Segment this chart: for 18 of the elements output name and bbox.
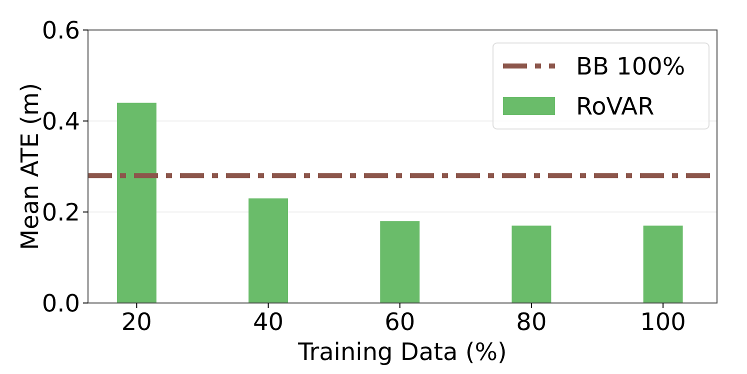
bar [512,226,552,303]
x-tick-label: 20 [121,308,152,336]
x-tick-label: 60 [384,308,416,336]
x-axis-title: Training Data (%) [297,338,507,366]
x-tick-label: 100 [640,308,686,336]
bar [248,198,288,303]
x-tick-label: 40 [253,308,284,336]
legend-label: RoVAR [576,92,654,120]
x-tick-label: 80 [516,308,547,336]
bar [380,221,420,303]
legend-label: BB 100% [576,52,686,80]
y-axis-title: Mean ATE (m) [16,82,44,250]
bar [116,102,156,303]
y-tick-label: 0.6 [42,16,80,44]
y-tick-label: 0.4 [42,107,80,136]
y-tick-label: 0.2 [42,198,80,226]
y-tick-label: 0.0 [42,289,80,318]
bar [643,226,683,303]
